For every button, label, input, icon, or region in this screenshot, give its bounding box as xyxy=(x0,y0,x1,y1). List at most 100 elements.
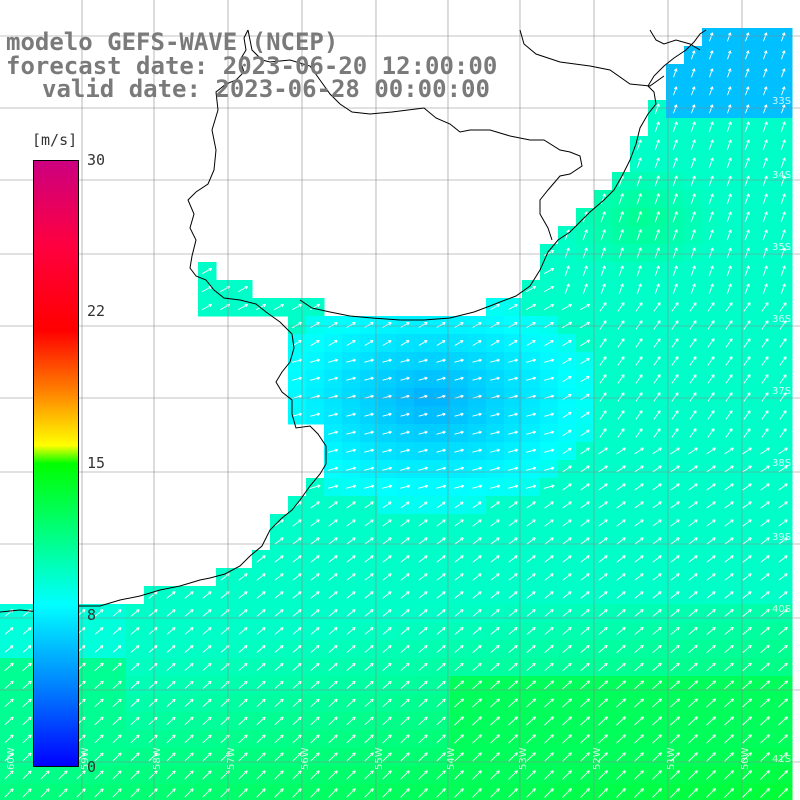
wind-arrow xyxy=(274,788,284,798)
wind-arrow xyxy=(544,770,554,780)
wind-arrow xyxy=(400,555,410,563)
wind-arrow xyxy=(634,501,644,509)
wind-arrow xyxy=(400,448,410,453)
wind-arrow xyxy=(526,752,536,762)
wind-arrow xyxy=(726,283,732,295)
wind-arrow xyxy=(508,591,518,599)
wind-arrow xyxy=(472,734,482,744)
forecast-date: forecast date: 2023-06-20 12:00:00 xyxy=(6,52,498,80)
wind-arrow xyxy=(762,229,768,241)
wind-arrow xyxy=(454,448,464,453)
wind-arrow xyxy=(598,662,608,672)
wind-arrow xyxy=(454,770,464,780)
wind-arrow xyxy=(490,734,500,744)
wind-cell xyxy=(252,784,271,800)
wind-arrow xyxy=(4,734,14,744)
wind-arrow xyxy=(562,339,572,346)
wind-arrow xyxy=(292,645,302,653)
wind-cell xyxy=(666,784,685,800)
wind-arrow xyxy=(328,501,338,509)
wind-arrow xyxy=(436,358,446,363)
wind-arrow xyxy=(599,320,607,330)
wind-arrow xyxy=(490,555,500,563)
wind-arrow xyxy=(672,265,678,277)
wind-arrow xyxy=(490,412,500,417)
wind-arrow xyxy=(616,788,626,798)
wind-arrow xyxy=(22,770,32,780)
wind-arrow xyxy=(580,609,590,617)
wind-arrow xyxy=(634,447,644,455)
wind-arrow xyxy=(526,412,536,417)
wind-arrow xyxy=(709,68,714,78)
wind-arrow xyxy=(616,483,626,491)
wind-arrow xyxy=(400,430,410,435)
wind-arrow xyxy=(22,734,32,744)
wind-arrow xyxy=(562,662,572,672)
wind-arrow xyxy=(328,340,338,346)
latitude-label: 35S xyxy=(772,242,791,253)
wind-arrow xyxy=(418,322,428,328)
wind-arrow xyxy=(781,32,786,42)
wind-arrow xyxy=(58,770,68,780)
wind-arrow xyxy=(617,392,625,402)
wind-arrow xyxy=(636,229,642,241)
wind-arrow xyxy=(256,662,266,671)
wind-arrow xyxy=(274,734,284,744)
wind-arrow xyxy=(256,573,266,581)
wind-arrow xyxy=(636,175,642,187)
wind-arrow xyxy=(310,555,320,563)
wind-arrow xyxy=(292,734,302,744)
wind-arrow xyxy=(76,788,86,798)
wind-arrow xyxy=(745,50,750,60)
wind-arrow xyxy=(346,412,356,417)
wind-arrow xyxy=(472,412,482,417)
wind-arrow xyxy=(598,519,608,527)
wind-arrow xyxy=(310,698,320,708)
wind-arrow xyxy=(562,501,572,509)
wind-arrow xyxy=(418,430,428,435)
wind-arrow xyxy=(472,662,482,672)
wind-arrow xyxy=(454,698,464,708)
wind-arrow xyxy=(346,609,356,617)
wind-arrow xyxy=(652,519,662,527)
wind-arrow xyxy=(4,752,14,762)
wind-arrow xyxy=(544,358,555,363)
wind-arrow xyxy=(202,609,212,617)
wind-arrow xyxy=(778,573,788,581)
wind-arrow xyxy=(760,465,770,473)
wind-arrow xyxy=(780,247,786,259)
wind-arrow xyxy=(400,770,410,780)
wind-arrow xyxy=(634,465,644,473)
wind-arrow xyxy=(688,698,698,708)
wind-arrow xyxy=(148,645,158,653)
wind-arrow xyxy=(562,465,572,473)
wind-arrow xyxy=(310,519,320,527)
wind-arrow xyxy=(760,680,771,690)
wind-arrow xyxy=(690,157,696,169)
wind-arrow xyxy=(130,716,140,726)
wind-arrow xyxy=(689,356,697,366)
wind-arrow xyxy=(472,555,482,563)
wind-arrow xyxy=(652,752,662,762)
wind-arrow xyxy=(436,537,446,545)
wind-arrow xyxy=(673,104,678,114)
wind-arrow xyxy=(328,573,338,581)
wind-arrow xyxy=(112,645,122,653)
wind-arrow xyxy=(418,734,428,744)
wind-arrow xyxy=(616,698,626,708)
wind-arrow xyxy=(760,609,770,617)
wind-arrow xyxy=(744,283,750,295)
wind-arrow xyxy=(689,320,697,330)
wind-cell xyxy=(360,784,379,800)
wind-cell xyxy=(270,784,289,800)
wind-arrow xyxy=(364,376,374,381)
wind-arrow xyxy=(634,716,644,726)
wind-arrow xyxy=(707,302,715,312)
wind-arrow xyxy=(616,555,626,563)
wind-arrow xyxy=(670,537,680,545)
wind-arrow xyxy=(184,788,194,798)
wind-arrow xyxy=(778,483,788,491)
wind-arrow xyxy=(635,410,643,420)
wind-arrow xyxy=(689,392,697,402)
wind-arrow xyxy=(472,770,482,780)
